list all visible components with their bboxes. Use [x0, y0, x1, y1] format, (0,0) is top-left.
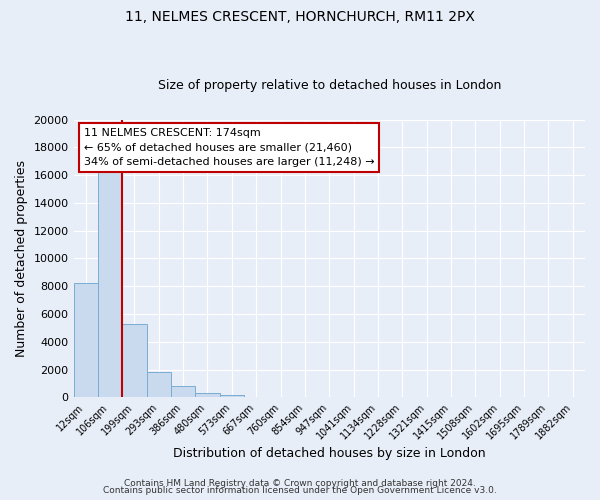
Bar	[196, 393, 220, 398]
Text: Contains public sector information licensed under the Open Government Licence v3: Contains public sector information licen…	[103, 486, 497, 495]
Bar	[146, 372, 171, 398]
Text: Contains HM Land Registry data © Crown copyright and database right 2024.: Contains HM Land Registry data © Crown c…	[124, 478, 476, 488]
Text: 11 NELMES CRESCENT: 174sqm
← 65% of detached houses are smaller (21,460)
34% of : 11 NELMES CRESCENT: 174sqm ← 65% of deta…	[84, 128, 374, 168]
Bar	[74, 284, 98, 398]
Title: Size of property relative to detached houses in London: Size of property relative to detached ho…	[158, 79, 501, 92]
X-axis label: Distribution of detached houses by size in London: Distribution of detached houses by size …	[173, 447, 485, 460]
Y-axis label: Number of detached properties: Number of detached properties	[15, 160, 28, 357]
Text: 11, NELMES CRESCENT, HORNCHURCH, RM11 2PX: 11, NELMES CRESCENT, HORNCHURCH, RM11 2P…	[125, 10, 475, 24]
Bar	[220, 394, 244, 398]
Bar	[122, 324, 146, 398]
Bar	[98, 168, 122, 398]
Bar	[171, 386, 196, 398]
